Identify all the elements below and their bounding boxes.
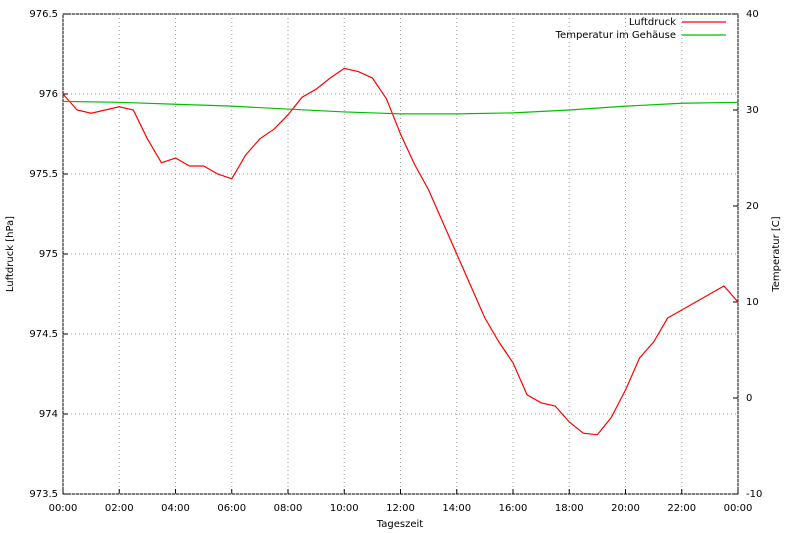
x-axis-label: Tageszeit: [376, 519, 423, 530]
x-tick-label: 12:00: [386, 503, 415, 514]
x-tick-label: 10:00: [330, 503, 359, 514]
y-tick-label: 975: [39, 249, 58, 260]
data-line: [62, 100, 739, 115]
data-line: [62, 67, 739, 436]
y-tick-label: 976.5: [29, 9, 58, 20]
y2-tick-label: 40: [746, 9, 759, 20]
x-tick-label: 14:00: [442, 503, 471, 514]
y-tick-label: 975.5: [29, 169, 58, 180]
legend-label: Temperatur im Gehäuse: [555, 30, 676, 41]
y2-tick-label: 0: [746, 393, 752, 404]
x-tick-label: 22:00: [667, 503, 696, 514]
x-tick-label: 02:00: [105, 503, 134, 514]
x-tick-label: 06:00: [217, 503, 246, 514]
y2-tick-label: 30: [746, 105, 759, 116]
y2-tick-label: 10: [746, 297, 759, 308]
x-tick-label: 00:00: [724, 503, 753, 514]
y2-axis-label: Temperatur [C]: [771, 216, 782, 292]
legend-label: Luftdruck: [629, 17, 676, 28]
x-tick-label: 20:00: [611, 503, 640, 514]
y-tick-label: 974.5: [29, 329, 58, 340]
x-tick-label: 00:00: [49, 503, 78, 514]
y-tick-label: 976: [39, 89, 58, 100]
y-axis-label: Luftdruck [hPa]: [5, 216, 16, 292]
y2-tick-label: 20: [746, 201, 759, 212]
y-tick-label: 973.5: [29, 489, 58, 500]
x-tick-label: 18:00: [555, 503, 584, 514]
y2-tick-label: -10: [746, 489, 762, 500]
x-tick-label: 08:00: [274, 503, 303, 514]
x-tick-label: 04:00: [161, 503, 190, 514]
x-tick-label: 16:00: [499, 503, 528, 514]
y-tick-label: 974: [39, 409, 58, 420]
